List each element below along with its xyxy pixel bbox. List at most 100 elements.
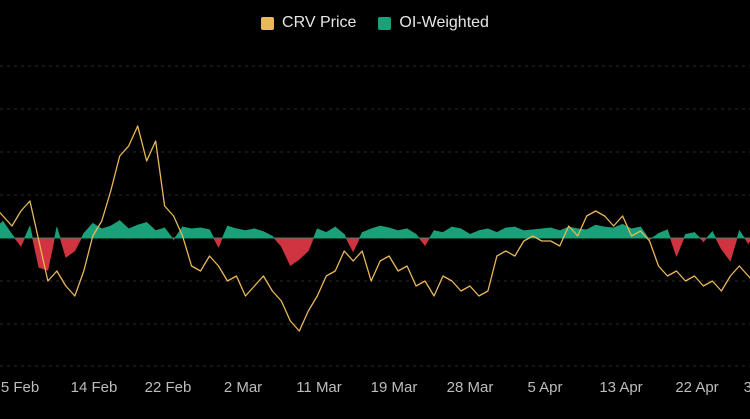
oi-weighted-segment	[419, 238, 425, 245]
oi-weighted-segment	[245, 229, 254, 238]
oi-weighted-segment	[120, 221, 129, 238]
oi-weighted-segment	[39, 238, 48, 270]
oi-weighted-segment	[479, 229, 488, 238]
oi-weighted-segment	[308, 238, 313, 251]
legend-item-crv-price[interactable]: CRV Price	[261, 14, 356, 32]
oi-weighted-segment	[263, 232, 272, 238]
oi-weighted-segment	[605, 227, 614, 238]
oi-weighted-segment	[360, 232, 363, 238]
x-tick-label: 13 Apr	[599, 379, 642, 396]
x-tick-label: 2 Mar	[224, 379, 262, 396]
oi-weighted-segment	[335, 227, 344, 238]
legend: CRV Price OI-Weighted	[0, 14, 750, 32]
x-axis: 5 Feb 14 Feb 22 Feb 2 Mar 11 Mar 19 Mar 28 Mar…	[1, 379, 750, 396]
oi-weighted-segment	[694, 232, 699, 238]
oi-weighted-segment	[389, 228, 398, 238]
oi-weighted-segment	[703, 238, 706, 242]
oi-weighted-segment	[551, 228, 560, 238]
oi-weighted-segment	[730, 238, 737, 261]
oi-weighted-segment	[75, 238, 82, 251]
oi-weighted-segment	[290, 238, 299, 266]
oi-weighted-segment	[274, 238, 281, 246]
oi-weighted-segment	[93, 223, 102, 238]
oi-weighted-segment	[12, 234, 15, 238]
oi-weighted-segment	[685, 232, 694, 238]
oi-weighted-segment	[506, 227, 515, 238]
oi-weighted-segment	[488, 229, 497, 238]
oi-weighted-segment	[346, 238, 353, 252]
oi-weighted-segment	[430, 231, 434, 238]
oi-weighted-segment	[25, 226, 30, 238]
oi-weighted-segment	[569, 227, 578, 238]
oi-weighted-segment	[416, 234, 419, 238]
oi-weighted-segment	[425, 238, 429, 245]
oi-weighted-segment	[707, 232, 713, 238]
oi-weighted-segment	[407, 229, 416, 238]
oi-weighted-segment	[219, 238, 223, 247]
oi-weighted-segment	[0, 221, 3, 238]
oi-weighted-segment	[652, 233, 658, 238]
oi-weighted-segment	[48, 238, 55, 270]
x-tick-label: 22 Apr	[675, 379, 718, 396]
oi-weighted-segment	[744, 238, 748, 244]
oi-weighted-segment	[443, 227, 452, 238]
oi-weighted-segment	[129, 225, 138, 238]
oi-weighted-segment	[668, 230, 671, 238]
oi-weighted-segment	[712, 232, 715, 238]
oi-weighted-segment	[222, 226, 227, 238]
x-tick-label: 11 Mar	[296, 379, 342, 396]
x-tick-label: 14 Feb	[71, 379, 118, 396]
oi-weighted-segment	[326, 227, 335, 238]
oi-weighted-segment	[55, 227, 57, 238]
x-tick-label: 5 Feb	[1, 379, 39, 396]
x-tick-label: 19 Mar	[371, 379, 418, 396]
oi-weighted-segment	[353, 238, 359, 252]
grid-lines	[0, 66, 750, 366]
oi-weighted-segment	[81, 233, 83, 238]
oi-weighted-segment	[299, 238, 308, 259]
oi-weighted-area	[0, 221, 750, 271]
legend-label-oi-weighted: OI-Weighted	[399, 14, 489, 32]
oi-weighted-segment	[33, 238, 39, 267]
oi-weighted-segment	[236, 229, 245, 238]
oi-weighted-segment	[183, 227, 192, 238]
oi-weighted-segment	[156, 228, 165, 238]
oi-weighted-segment	[515, 227, 524, 238]
x-tick-label: 22 Feb	[145, 379, 192, 396]
oi-weighted-segment	[147, 222, 156, 238]
oi-weighted-segment	[700, 238, 704, 242]
oi-weighted-segment	[596, 225, 605, 238]
oi-weighted-segment	[362, 229, 371, 238]
x-tick-label: 30	[744, 379, 750, 396]
oi-weighted-segment	[84, 223, 93, 238]
x-tick-label: 5 Apr	[527, 379, 562, 396]
oi-weighted-segment	[716, 238, 722, 249]
oi-weighted-segment	[314, 229, 318, 238]
oi-weighted-segment	[371, 226, 380, 238]
oi-weighted-segment	[542, 228, 551, 238]
oi-weighted-segment	[344, 234, 346, 238]
oi-weighted-segment	[102, 226, 111, 238]
oi-weighted-segment	[138, 222, 147, 238]
oi-weighted-segment	[165, 228, 173, 238]
oi-weighted-segment	[380, 226, 389, 238]
oi-weighted-segment	[15, 238, 21, 246]
oi-weighted-segment	[398, 229, 407, 238]
oi-weighted-segment	[670, 238, 676, 256]
oi-weighted-segment	[737, 231, 739, 238]
oi-weighted-segment	[659, 230, 668, 238]
oi-weighted-segment	[192, 228, 201, 238]
oi-weighted-segment	[676, 238, 683, 256]
oi-weighted-segment	[721, 238, 730, 261]
oi-weighted-segment	[317, 229, 326, 238]
oi-weighted-segment	[281, 238, 290, 266]
legend-swatch-oi-weighted	[378, 17, 391, 30]
oi-weighted-segment	[60, 238, 66, 257]
x-tick-label: 28 Mar	[447, 379, 494, 396]
oi-weighted-segment	[497, 228, 506, 238]
legend-item-oi-weighted[interactable]: OI-Weighted	[378, 14, 489, 32]
oi-weighted-segment	[57, 227, 60, 238]
oi-weighted-segment	[614, 224, 623, 238]
